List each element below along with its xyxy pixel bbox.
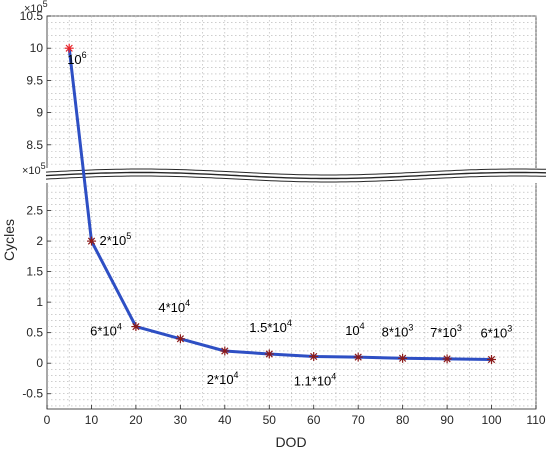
data-point	[309, 352, 319, 361]
data-point	[487, 355, 496, 364]
annotation-base: 10	[345, 323, 359, 338]
y-tick-label: 9	[36, 106, 43, 120]
marker-stroke	[398, 354, 407, 362]
point-annotation: 7*103	[430, 323, 462, 340]
annotation-base: 4*10	[158, 300, 185, 315]
x-tick-label: 20	[129, 413, 143, 427]
annotation-base: 6*10	[481, 326, 508, 341]
point-annotation: 1.1*104	[294, 372, 337, 389]
y-tick-label: 0	[36, 356, 43, 370]
x-axis-title: DOD	[275, 434, 306, 450]
data-point	[398, 353, 408, 363]
annotation-exponent: 6	[82, 50, 87, 60]
y-tick-label: 1.5	[26, 265, 43, 279]
axis-break-line	[45, 168, 547, 176]
x-tick-label: 40	[218, 413, 232, 427]
marker-stroke	[65, 44, 73, 52]
marker-stroke	[221, 347, 229, 355]
annotation-exponent: 4	[331, 372, 336, 382]
grid	[47, 15, 537, 409]
x-tick-label: 60	[307, 413, 321, 427]
point-annotation: 2*105	[100, 231, 132, 248]
y-tick-label: 2.5	[26, 204, 43, 218]
annotation-layer: 1062*1056*1044*1042*1041.5*1041.1*104104…	[67, 50, 512, 388]
x-tick-label: 0	[44, 413, 51, 427]
annotation-base: 10	[67, 52, 81, 67]
axis-break-line	[45, 171, 547, 180]
data-point	[442, 354, 452, 364]
annotation-base: 6*10	[90, 324, 117, 339]
marker-stroke	[87, 237, 96, 245]
data-point	[131, 322, 141, 332]
marker-stroke	[132, 322, 140, 331]
annotation-exponent: 3	[457, 323, 462, 333]
annotation-base: 8*10	[382, 324, 409, 339]
y-tick-labels: 8.5 9 9.5 10 10.5 -0.5 0 0.5 1 1.5 2 2.5	[20, 9, 51, 401]
annotation-base: 1.5*10	[249, 320, 287, 335]
data-point	[220, 346, 230, 356]
point-annotation: 2*104	[207, 370, 239, 387]
data-point	[175, 334, 185, 344]
marker-stroke	[354, 353, 362, 361]
x-tick-label: 90	[440, 413, 454, 427]
point-annotation: 106	[67, 50, 86, 67]
annotation-exponent: 4	[117, 322, 122, 332]
y-tick-label: 10.5	[20, 9, 44, 23]
axis-break-line	[45, 175, 547, 183]
y-tick-label: 8.5	[26, 138, 43, 152]
x-tick-label: 10	[85, 413, 99, 427]
annotation-exponent: 4	[360, 321, 365, 331]
annotation-base: 2*10	[100, 233, 127, 248]
point-annotation: 8*103	[382, 322, 414, 339]
x-tick-label: 100	[482, 413, 502, 427]
annotation-base: 2*10	[207, 372, 234, 387]
x-tick-label: 80	[396, 413, 410, 427]
marker-stroke	[443, 355, 451, 363]
x-tick-label: 110	[526, 413, 545, 427]
point-annotation: 6*104	[90, 322, 122, 339]
annotation-exponent: 4	[287, 318, 292, 328]
data-point	[64, 43, 74, 53]
lower-exponent: ×105	[22, 161, 46, 177]
point-annotation: 1.5*104	[249, 318, 292, 335]
data-point	[87, 236, 96, 246]
marker-stroke	[176, 335, 185, 343]
series-layer	[64, 43, 496, 364]
x-tick-label: 30	[174, 413, 188, 427]
x-tick-labels: 0 10 20 30 40 50 60 70 80 90 100 110	[44, 405, 546, 427]
y-tick-label: 2	[36, 234, 43, 248]
marker-stroke	[265, 350, 273, 358]
data-point	[264, 349, 274, 359]
annotation-exponent: 4	[185, 298, 190, 308]
annotation-base: 7*10	[430, 325, 457, 340]
x-tick-label: 70	[352, 413, 366, 427]
y-tick-label: 0.5	[26, 326, 43, 340]
y-tick-label: -0.5	[22, 387, 43, 401]
x-tick-label: 50	[263, 413, 277, 427]
y-tick-label: 1	[36, 295, 43, 309]
y-tick-label: 9.5	[26, 73, 43, 87]
upper-exponent: ×105	[24, 0, 48, 15]
point-annotation: 104	[345, 321, 364, 338]
axis-break	[45, 168, 547, 183]
annotation-exponent: 3	[408, 322, 413, 332]
point-annotation: 4*104	[158, 298, 190, 315]
annotation-base: 1.1*10	[294, 374, 332, 389]
data-point	[353, 352, 363, 362]
annotation-exponent: 3	[507, 324, 512, 334]
marker-stroke	[487, 355, 496, 364]
y-tick-label: 10	[30, 41, 44, 55]
y-axis-title: Cycles	[1, 219, 17, 261]
marker-stroke	[310, 352, 318, 361]
point-annotation: 6*103	[481, 324, 513, 341]
annotation-exponent: 5	[126, 231, 131, 241]
annotation-exponent: 4	[234, 370, 239, 380]
